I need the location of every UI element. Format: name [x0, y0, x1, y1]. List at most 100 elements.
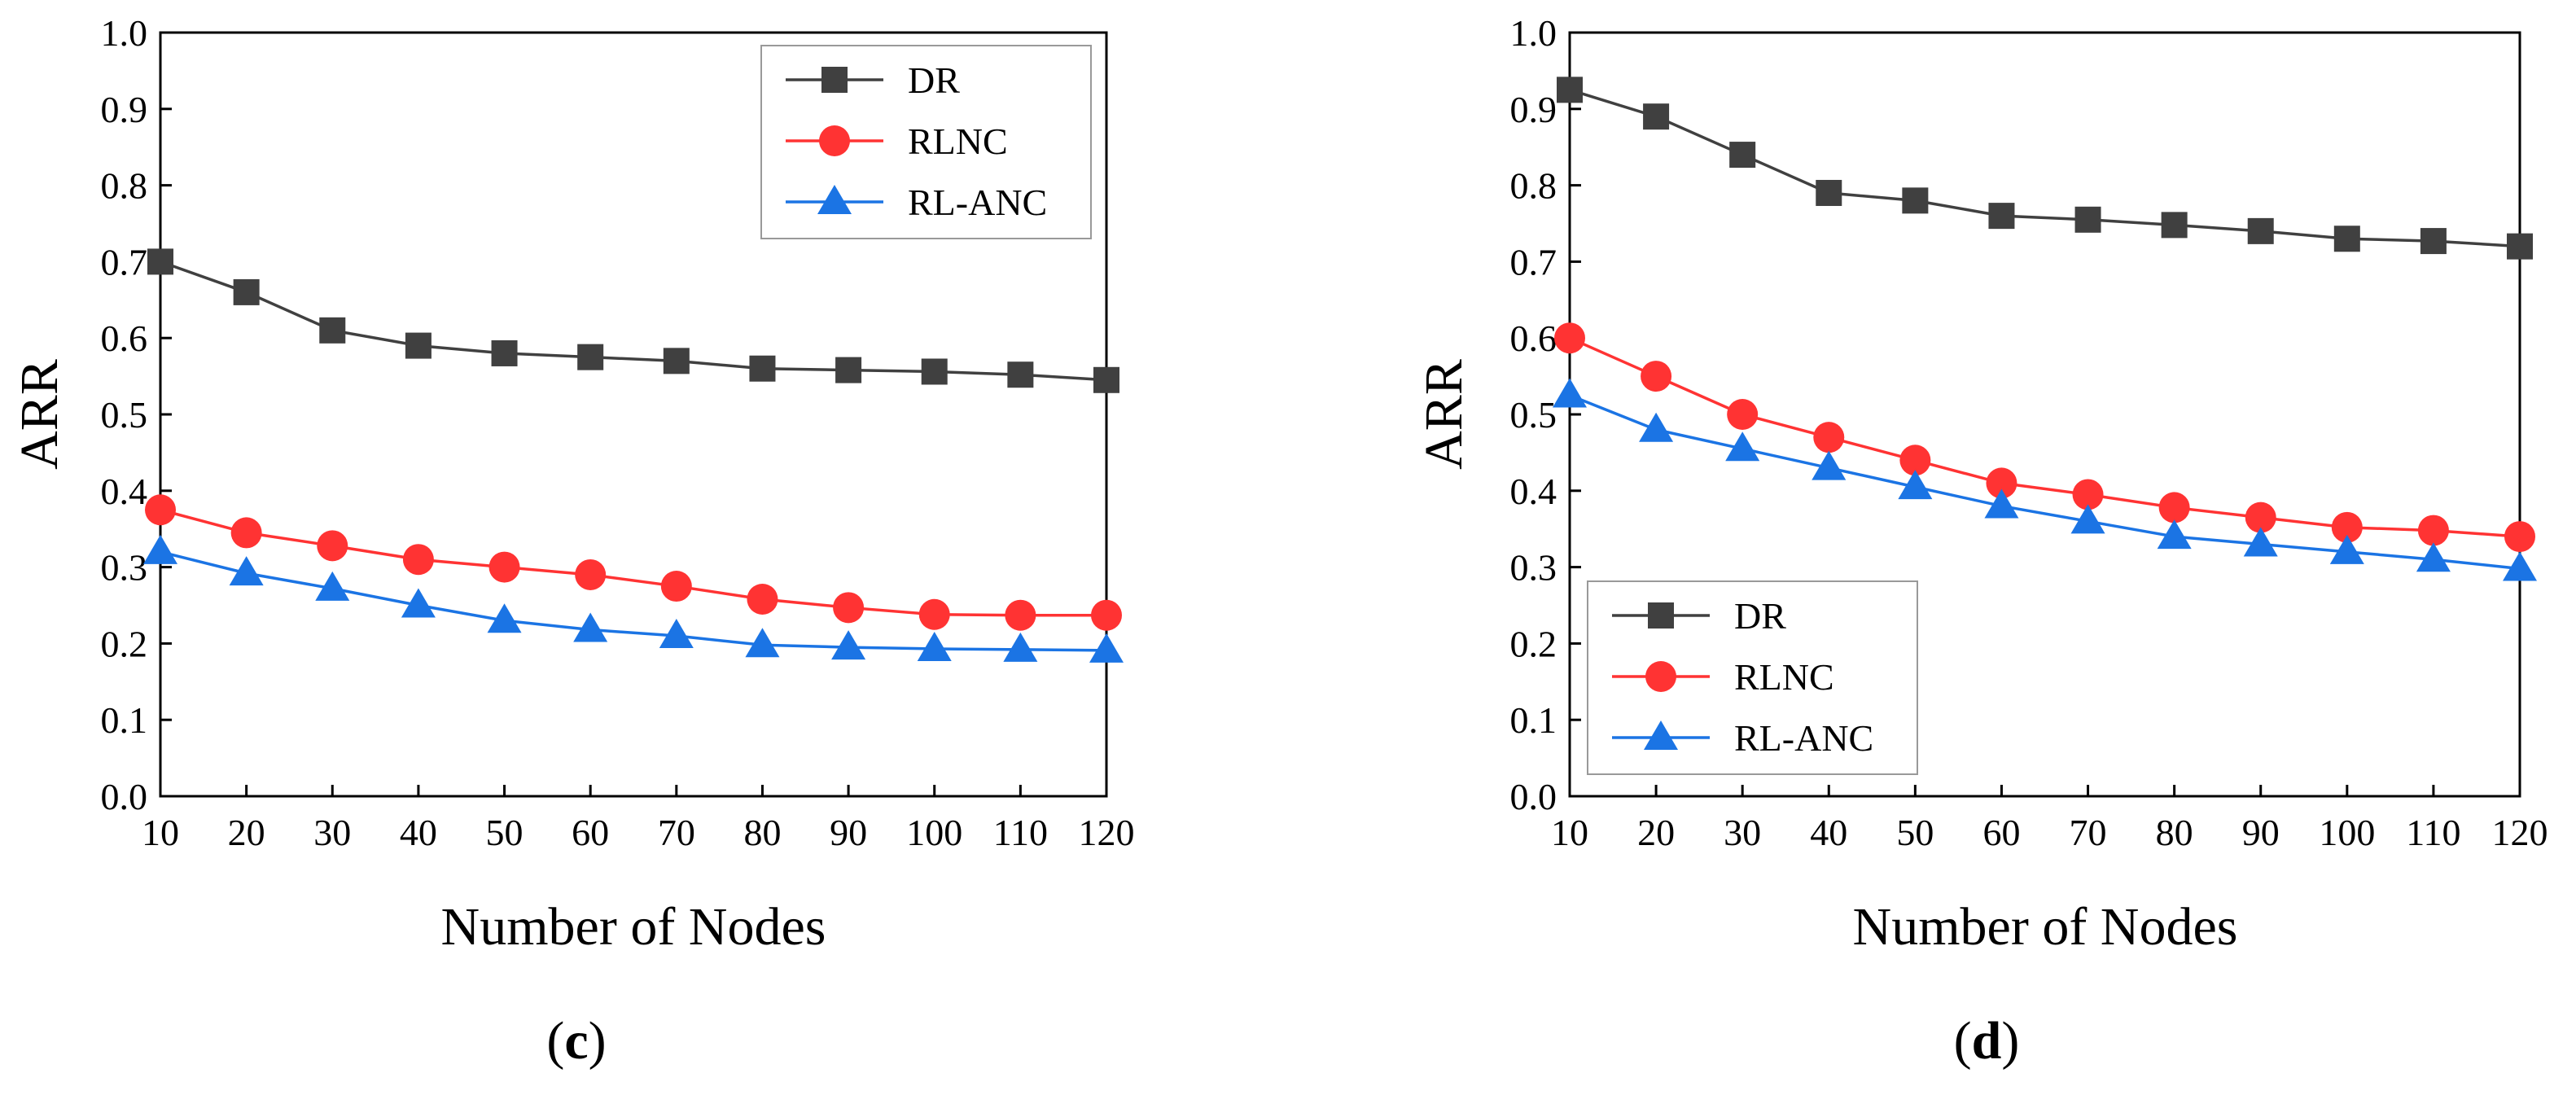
data-point: [1816, 179, 1842, 206]
data-point: [1812, 450, 1847, 480]
legend-marker: [817, 185, 852, 214]
y-tick-label: 0.1: [101, 699, 148, 741]
data-point: [749, 355, 776, 382]
legend-marker: [819, 125, 850, 156]
data-point: [918, 598, 950, 630]
series-line: [1569, 393, 2521, 571]
data-point: [663, 348, 690, 374]
data-point: [315, 571, 350, 601]
data-point: [1005, 599, 1036, 631]
legend-marker: [1644, 721, 1678, 750]
x-tick-label: 70: [658, 812, 695, 853]
y-axis-title: ARR: [1414, 359, 1474, 470]
data-point: [1902, 187, 1929, 214]
y-tick-label: 0.6: [1510, 318, 1557, 359]
y-tick-label: 0.4: [101, 471, 148, 512]
x-tick-label: 20: [228, 812, 265, 853]
series-line: [1569, 336, 2521, 538]
x-tick-label: 30: [1724, 812, 1761, 853]
x-tick-label: 100: [2319, 812, 2375, 853]
series-rlnc: [1554, 322, 2535, 553]
data-point: [573, 612, 608, 642]
x-tick-label: 120: [1079, 812, 1135, 853]
legend-marker: [1645, 661, 1676, 692]
data-point: [1641, 361, 1672, 392]
data-point: [1003, 632, 1038, 662]
y-tick-label: 1.0: [101, 12, 148, 54]
y-tick-label: 0.2: [101, 623, 148, 664]
data-point: [831, 630, 866, 660]
y-tick-label: 0.7: [101, 241, 148, 283]
data-point: [2157, 519, 2192, 550]
y-tick-label: 0.3: [101, 547, 148, 589]
data-point: [575, 558, 607, 590]
x-tick-label: 30: [313, 812, 351, 853]
legend-marker: [1648, 602, 1674, 629]
panel-caption: (d): [1954, 1011, 2020, 1071]
data-point: [1091, 599, 1122, 631]
data-point: [660, 571, 692, 602]
data-point: [402, 544, 434, 576]
data-point: [1554, 322, 1585, 354]
data-point: [2245, 502, 2276, 533]
data-point: [233, 278, 260, 305]
data-point: [2417, 515, 2449, 546]
x-tick-label: 90: [830, 812, 867, 853]
chart-panel-d: 0.0 0.1 0.2 0.3 0.4 0.5 0.6 0.7 0.8 0.9 1.0 10 20 30 4…: [1414, 12, 2548, 1071]
y-tick-label: 0.1: [1510, 699, 1557, 741]
data-point: [1813, 422, 1845, 453]
series-line: [160, 260, 1107, 382]
data-point: [2507, 233, 2533, 260]
x-tick-label: 10: [142, 812, 179, 853]
data-point: [1553, 378, 1587, 408]
legend-marker: [821, 67, 848, 93]
y-tick-label: 0.3: [1510, 547, 1557, 589]
caption-letter: d: [1972, 1011, 2002, 1071]
data-point: [835, 357, 862, 383]
x-tick-label: 70: [2070, 812, 2107, 853]
legend: DR RLNC RL-ANC: [760, 45, 1092, 239]
legend-label: RL-ANC: [908, 182, 1047, 223]
data-point: [1639, 412, 1674, 442]
caption-open: (: [546, 1011, 564, 1071]
data-point: [2161, 212, 2188, 239]
data-point: [405, 332, 432, 359]
data-point: [143, 534, 177, 564]
data-point: [147, 248, 173, 275]
x-tick-label: 100: [906, 812, 962, 853]
data-point: [1986, 467, 2017, 499]
y-tick-label: 0.0: [101, 776, 148, 817]
x-tick-label: 20: [1637, 812, 1675, 853]
legend-label: DR: [1734, 595, 1786, 637]
data-point: [1643, 103, 1670, 130]
series-rlnc: [145, 494, 1122, 631]
chart-panel-c: 0.0 0.1 0.2 0.3 0.4 0.5 0.6 0.7 0.8 0.9 1.0 10 20 30 4…: [10, 12, 1135, 1071]
data-point: [1898, 470, 1933, 500]
data-point: [145, 494, 176, 526]
data-point: [1984, 488, 2019, 519]
y-tick-label: 0.4: [1510, 471, 1557, 512]
data-point: [1729, 142, 1756, 169]
x-tick-label: 120: [2492, 812, 2548, 853]
data-point: [1089, 633, 1124, 663]
data-point: [2070, 504, 2105, 534]
data-point: [401, 588, 436, 618]
data-point: [487, 603, 522, 633]
y-tick-label: 0.7: [1510, 241, 1557, 283]
series-rl-anc: [143, 534, 1124, 663]
data-point: [230, 517, 262, 549]
x-tick-label: 110: [993, 812, 1048, 853]
data-point: [1007, 361, 1034, 388]
x-tick-label: 90: [2242, 812, 2280, 853]
x-tick-label: 40: [1810, 812, 1847, 853]
data-point: [747, 583, 778, 615]
y-tick-label: 0.5: [1510, 394, 1557, 436]
y-tick-label: 0.0: [1510, 776, 1557, 817]
caption-close: ): [589, 1011, 607, 1071]
data-point: [2329, 534, 2364, 564]
legend-label: DR: [908, 59, 960, 101]
legend-label: RL-ANC: [1734, 717, 1873, 759]
data-point: [745, 628, 780, 658]
data-point: [2416, 542, 2451, 572]
data-point: [491, 339, 518, 366]
